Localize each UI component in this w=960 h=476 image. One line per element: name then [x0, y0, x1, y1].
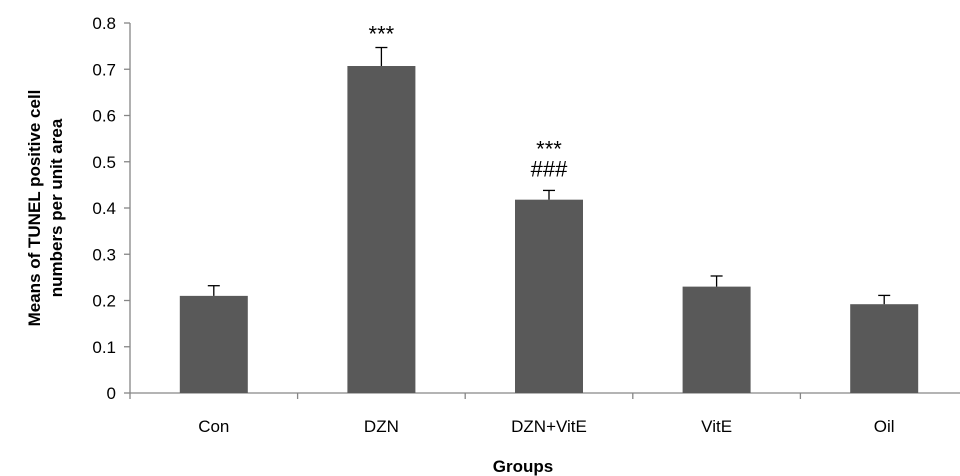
- plot-area: 0 0.1 0.2 0.3 0.4 0.5 0.6 0.7 0.8 Con DZN *** DZN+Vi…: [92, 14, 960, 436]
- y-tick-label: 0.3: [92, 245, 116, 264]
- y-axis-title-line-1: Means of TUNEL positive cell: [25, 90, 44, 327]
- x-axis-title: Groups: [493, 457, 553, 476]
- significance-annotation: ###: [531, 156, 568, 181]
- x-tick-label: VitE: [701, 417, 732, 436]
- y-tick-label: 0.8: [92, 14, 116, 33]
- y-tick-label: 0.5: [92, 153, 116, 172]
- y-tick-label: 0.1: [92, 338, 116, 357]
- bar-con: [179, 295, 248, 393]
- y-tick-label: 0.2: [92, 292, 116, 311]
- x-tick-label: DZN: [364, 417, 399, 436]
- y-tick-label: 0: [107, 384, 116, 403]
- bar-dzn-vite: [515, 199, 583, 393]
- bar-vite: [682, 286, 751, 393]
- bar-oil: [850, 304, 919, 393]
- significance-annotation: ***: [369, 22, 395, 47]
- x-tick-label: Oil: [874, 417, 895, 436]
- x-tick-label: DZN+VitE: [511, 417, 587, 436]
- y-axis-title: Means of TUNEL positive cell numbers per…: [25, 90, 66, 327]
- y-tick-label: 0.6: [92, 107, 116, 126]
- bar-dzn: [347, 66, 416, 393]
- y-tick-label: 0.4: [92, 199, 116, 218]
- significance-annotation: ***: [536, 136, 562, 161]
- y-axis-title-line-2: numbers per unit area: [47, 118, 66, 297]
- x-tick-label: Con: [198, 417, 229, 436]
- y-tick-label: 0.7: [92, 60, 116, 79]
